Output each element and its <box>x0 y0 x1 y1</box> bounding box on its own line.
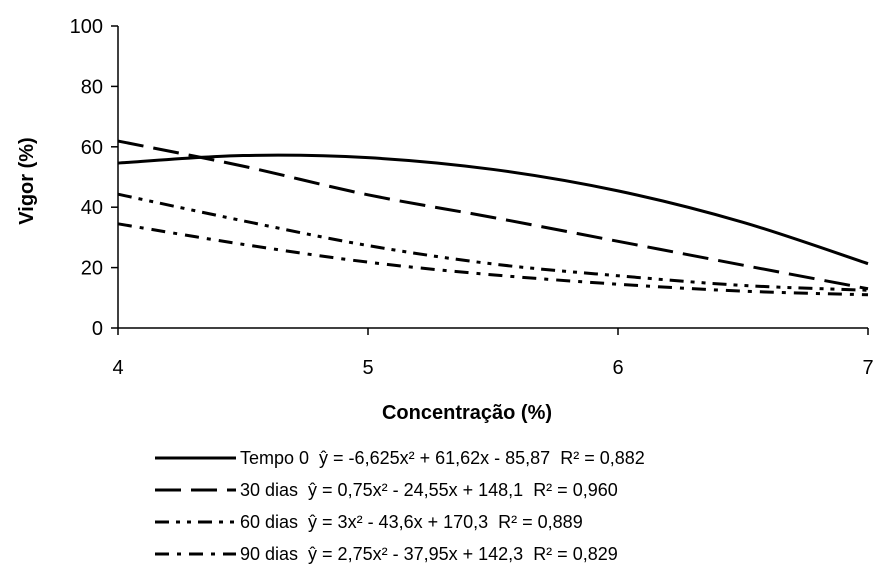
legend-equation: ŷ = 0,75x² - 24,55x + 148,1 <box>308 480 523 500</box>
legend-equation: ŷ = 2,75x² - 37,95x + 142,3 <box>308 544 523 564</box>
x-axis-title: Concentração (%) <box>382 402 552 424</box>
y-tick-label: 80 <box>81 76 103 98</box>
y-axis-ticks: 0 20 40 60 80 100 <box>70 16 118 340</box>
series-line-2 <box>117 139 869 291</box>
series-layer <box>117 139 869 297</box>
x-axis-ticks: 4 5 6 7 <box>112 328 874 379</box>
series-line-4 <box>117 222 869 297</box>
series-line-1 <box>117 153 869 266</box>
legend-equation: ŷ = 3x² - 43,6x + 170,3 <box>308 512 488 532</box>
legend-series-name: 90 dias <box>240 544 298 564</box>
legend-entry-3: 60 dias ŷ = 3x² - 43,6x + 170,3 R² = 0,889 <box>240 512 583 532</box>
y-tick-label: 0 <box>92 318 103 340</box>
x-tick-label: 4 <box>112 357 123 379</box>
y-axis-title: Vigor (%) <box>16 137 38 224</box>
x-tick-label: 6 <box>612 357 623 379</box>
legend: Tempo 0 ŷ = -6,625x² + 61,62x - 85,87 R² =… <box>155 448 645 564</box>
legend-entry-4: 90 dias ŷ = 2,75x² - 37,95x + 142,3 R² = 0… <box>240 544 618 564</box>
x-tick-label: 5 <box>362 357 373 379</box>
y-tick-label: 40 <box>81 197 103 219</box>
legend-equation: ŷ = -6,625x² + 61,62x - 85,87 <box>319 448 550 468</box>
legend-series-name: 30 dias <box>240 480 298 500</box>
legend-series-name: 60 dias <box>240 512 298 532</box>
axes-layer <box>117 26 868 329</box>
legend-r2: R² = 0,829 <box>533 544 618 564</box>
legend-r2: R² = 0,889 <box>498 512 583 532</box>
legend-series-name: Tempo 0 <box>240 448 309 468</box>
legend-r2: R² = 0,960 <box>533 480 618 500</box>
legend-r2: R² = 0,882 <box>560 448 645 468</box>
y-tick-label: 100 <box>70 16 103 38</box>
legend-entry-1: Tempo 0 ŷ = -6,625x² + 61,62x - 85,87 R² =… <box>240 448 645 468</box>
x-tick-label: 7 <box>862 357 873 379</box>
y-tick-label: 60 <box>81 137 103 159</box>
legend-entry-2: 30 dias ŷ = 0,75x² - 24,55x + 148,1 R² = 0… <box>240 480 618 500</box>
y-tick-label: 20 <box>81 258 103 280</box>
